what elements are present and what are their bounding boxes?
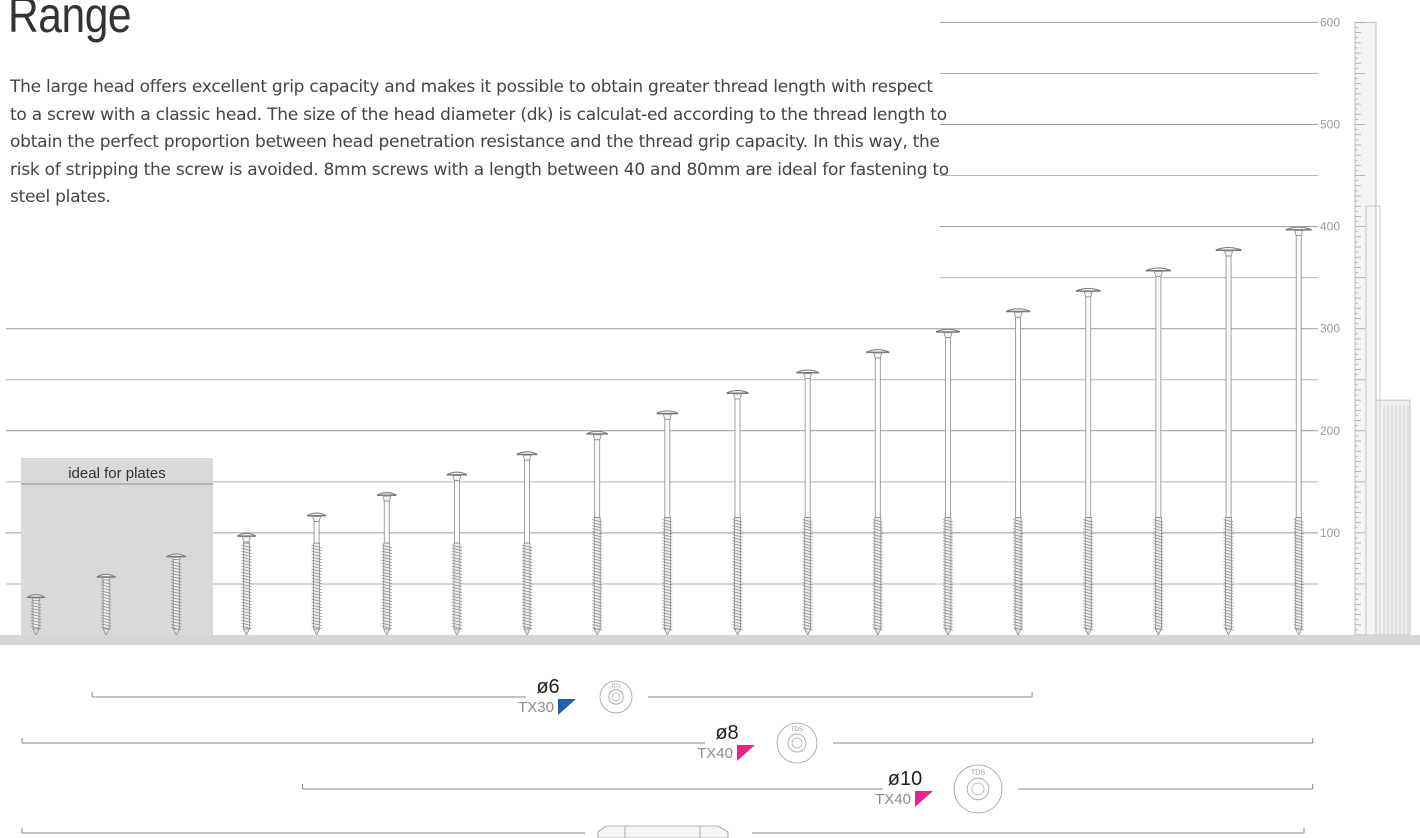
screw (1075, 287, 1101, 636)
plates-box (21, 458, 213, 635)
scale-tick-label: 600 (1320, 15, 1340, 29)
screw (656, 410, 679, 636)
diameter-label: ø8 (715, 722, 738, 744)
drive-label: TX40 (697, 745, 733, 762)
screw-head-icon: TDS (776, 722, 818, 764)
scale-gridlines (6, 21, 1318, 585)
screw (796, 369, 820, 636)
scale-tick-label: 500 (1320, 118, 1340, 132)
screw (726, 389, 749, 636)
drive-color-marker (915, 791, 933, 807)
scale-tick-label: 100 (1320, 526, 1340, 540)
driver-bit-icon (597, 825, 729, 838)
screw (165, 553, 188, 636)
screw (95, 573, 117, 636)
screw (446, 471, 468, 636)
head-marking: TDS (611, 683, 622, 689)
scale-tick-label: 400 (1320, 220, 1340, 234)
measuring-ruler (1354, 21, 1411, 636)
scale-tick-label: 300 (1320, 322, 1340, 336)
range-description: The large head offers excellent grip cap… (10, 77, 949, 208)
screw (586, 430, 608, 636)
screw-set (25, 226, 1312, 636)
drive-color-marker (737, 745, 755, 761)
screw-head-icon: TDS (599, 680, 633, 714)
plates-box-label: ideal for plates (68, 465, 166, 482)
diameter-label: ø6 (536, 676, 559, 698)
drive-color-marker (558, 699, 576, 715)
screw (866, 349, 890, 636)
screw (516, 451, 538, 636)
screw-head-icon: TDS (953, 764, 1003, 814)
screw (25, 594, 47, 636)
diameter-label: ø10 (888, 768, 922, 790)
screw (306, 512, 327, 636)
screw (1215, 247, 1242, 636)
scale-tick-labels: 100 200 300 400 500 600 (1320, 15, 1340, 540)
drive-label: TX30 (518, 699, 554, 716)
head-marking: TDS (791, 727, 803, 733)
bit-bracket (21, 825, 1305, 838)
drive-label: TX40 (875, 791, 911, 808)
screw (1005, 308, 1031, 636)
screw (376, 492, 397, 636)
scale-tick-label: 200 (1320, 424, 1340, 438)
screw (1145, 267, 1172, 636)
screw (936, 328, 960, 636)
head-marking: TDS (971, 768, 986, 777)
page-title: Range (8, 0, 132, 43)
screw (236, 532, 256, 636)
screw (1285, 226, 1312, 636)
baseline-bar (0, 635, 1420, 645)
